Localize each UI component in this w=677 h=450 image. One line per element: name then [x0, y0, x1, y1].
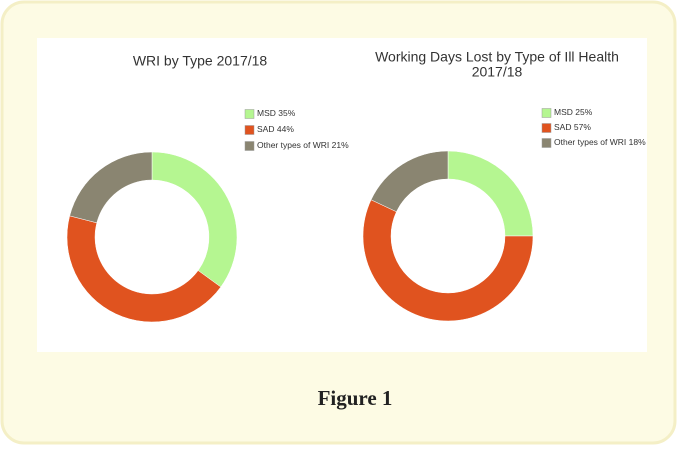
legend-label: MSD [257, 108, 276, 118]
donut-segment [66, 215, 222, 323]
caption: Figure 1 [318, 386, 393, 410]
legend-label: SAD [554, 122, 571, 132]
legend-swatch [244, 141, 255, 151]
donut-segment [370, 150, 449, 213]
legend-swatch [541, 108, 552, 118]
legend-value: 44% [277, 124, 294, 134]
legend-entry: MSD 35% [257, 108, 296, 118]
legend-label: SAD [257, 124, 274, 134]
legend-entry: SAD 57% [554, 122, 591, 132]
chart-title: 2017/18 [472, 64, 523, 80]
legend-value: 21% [332, 140, 349, 150]
donut-segment [362, 199, 534, 322]
legend-value: 57% [574, 122, 591, 132]
legend-entry: Other types of WRI 18% [554, 137, 646, 147]
legend-value: 25% [575, 107, 592, 117]
legend-value: 35% [278, 108, 295, 118]
legend-swatch [541, 123, 552, 133]
donut-segment [151, 151, 238, 288]
legend-label: Other types of WRI [554, 137, 626, 147]
legend-label: MSD [554, 107, 573, 117]
legend-entry: MSD 25% [554, 107, 593, 117]
chart-title: WRI by Type 2017/18 [133, 53, 268, 69]
legend-value: 18% [629, 137, 646, 147]
legend-entry: Other types of WRI 21% [257, 140, 349, 150]
legend-swatch [244, 109, 255, 119]
legend-entry: SAD 44% [257, 124, 294, 134]
chart-title: Working Days Lost by Type of Ill Health [375, 49, 619, 65]
legend-swatch [244, 125, 255, 135]
donut-segment [69, 151, 153, 224]
legend-label: Other types of WRI [257, 140, 329, 150]
legend-swatch [541, 138, 552, 148]
